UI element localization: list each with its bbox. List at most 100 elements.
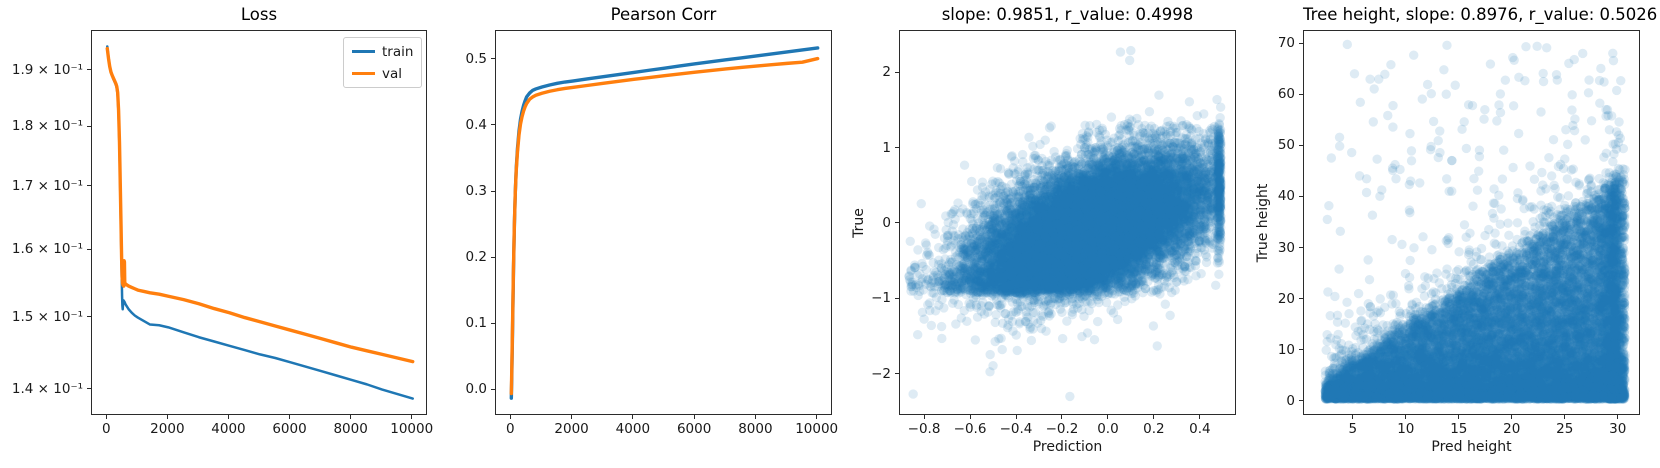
x-tickmark	[289, 415, 291, 419]
y-tickmark	[1299, 298, 1303, 300]
x-ticklabel: −0.4	[999, 421, 1033, 437]
y-ticklabel: 0.1	[465, 315, 487, 332]
pearson-title: Pearson Corr	[610, 5, 717, 24]
x-ticklabel: 6000	[272, 421, 307, 437]
x-ticklabel: 15	[1450, 421, 1468, 437]
y-ticklabel: 10	[1277, 341, 1295, 358]
height_scatter-xlabel: Pred height	[1431, 439, 1512, 455]
x-tickmark	[1015, 415, 1017, 419]
legend-item-train: train	[352, 43, 413, 60]
x-tickmark	[1107, 415, 1109, 419]
x-ticklabel: −0.2	[1045, 421, 1079, 437]
x-tickmark	[1199, 415, 1201, 419]
pred_scatter-ylabel: True	[851, 207, 867, 238]
y-ticklabel: −2	[871, 365, 891, 382]
x-tickmark	[166, 415, 168, 419]
y-ticklabel: 20	[1277, 290, 1295, 307]
x-tickmark	[632, 415, 634, 419]
x-tickmark	[923, 415, 925, 419]
y-tickmark	[87, 248, 91, 250]
y-ticklabel: 0.5	[465, 50, 487, 67]
x-ticklabel: −0.8	[907, 421, 941, 437]
x-ticklabel: 25	[1556, 421, 1574, 437]
legend-val-line-swatch	[352, 72, 375, 75]
x-ticklabel: 6000	[676, 421, 712, 437]
x-tickmark	[1061, 415, 1063, 419]
y-ticklabel: 50	[1277, 137, 1295, 154]
y-tickmark	[1299, 400, 1303, 402]
loss-canvas	[92, 31, 428, 416]
x-tickmark	[509, 415, 511, 419]
y-tickmark	[491, 388, 495, 390]
x-ticklabel: 10000	[795, 421, 839, 437]
x-tickmark	[571, 415, 573, 419]
x-tickmark	[1617, 415, 1619, 419]
x-ticklabel: 5	[1348, 421, 1358, 437]
y-ticklabel: 0.0	[465, 381, 487, 398]
x-ticklabel: 0.2	[1143, 421, 1165, 437]
y-tickmark	[1299, 349, 1303, 351]
y-tickmark	[1299, 93, 1303, 95]
x-ticklabel: 10000	[390, 421, 434, 437]
x-tickmark	[1458, 415, 1460, 419]
y-ticklabel: 0	[882, 214, 891, 231]
legend: train val	[343, 37, 423, 88]
x-ticklabel: 4000	[615, 421, 651, 437]
y-tickmark	[87, 316, 91, 318]
y-ticklabel: 0.3	[465, 183, 487, 200]
legend-train-line-swatch	[352, 50, 375, 53]
pearson-plot-area	[495, 30, 833, 416]
x-ticklabel: 20	[1503, 421, 1521, 437]
x-ticklabel: 2000	[554, 421, 589, 437]
y-tickmark	[87, 185, 91, 187]
x-tickmark	[350, 415, 352, 419]
x-tickmark	[1564, 415, 1566, 419]
y-ticklabel: 0.4	[465, 116, 487, 133]
y-ticklabel: 40	[1277, 188, 1295, 205]
y-tickmark	[491, 322, 495, 324]
y-tickmark	[1299, 42, 1303, 44]
y-ticklabel: −1	[871, 290, 891, 307]
x-tickmark	[1352, 415, 1354, 419]
x-ticklabel: −0.6	[953, 421, 987, 437]
y-tickmark	[491, 124, 495, 126]
x-tickmark	[105, 415, 107, 419]
x-ticklabel: 8000	[333, 421, 368, 437]
y-tickmark	[895, 222, 899, 224]
x-ticklabel: 4000	[211, 421, 246, 437]
pred_scatter-xlabel: Prediction	[1032, 439, 1103, 455]
pearson-canvas	[496, 31, 833, 416]
y-ticklabel: 30	[1277, 239, 1295, 256]
x-tickmark	[816, 415, 818, 419]
y-ticklabel: 0.2	[465, 249, 487, 266]
x-tickmark	[1405, 415, 1407, 419]
height_scatter-canvas	[1304, 31, 1641, 416]
height_scatter-plot-area	[1303, 30, 1641, 416]
y-ticklabel: 1.4 × 10⁻¹	[11, 380, 83, 397]
x-ticklabel: 0.4	[1189, 421, 1211, 437]
y-ticklabel: 60	[1277, 86, 1295, 103]
legend-label: train	[382, 43, 414, 60]
x-ticklabel: 0.0	[1097, 421, 1119, 437]
legend-label: val	[382, 65, 403, 82]
y-ticklabel: 1.5 × 10⁻¹	[11, 308, 83, 325]
y-tickmark	[1299, 144, 1303, 146]
y-tickmark	[491, 190, 495, 192]
y-tickmark	[895, 297, 899, 299]
y-ticklabel: 1.8 × 10⁻¹	[11, 118, 83, 135]
loss-title: Loss	[240, 5, 278, 24]
y-tickmark	[491, 58, 495, 60]
loss-plot-area	[91, 30, 428, 416]
y-ticklabel: 70	[1277, 35, 1295, 52]
y-tickmark	[1299, 195, 1303, 197]
y-tickmark	[491, 256, 495, 258]
x-tickmark	[693, 415, 695, 419]
y-ticklabel: 1.9 × 10⁻¹	[11, 61, 83, 78]
pred_scatter-plot-area	[899, 30, 1237, 416]
y-tickmark	[87, 388, 91, 390]
legend-item-val: val	[352, 65, 413, 82]
x-ticklabel: 0	[101, 421, 111, 437]
x-tickmark	[1511, 415, 1513, 419]
y-tickmark	[895, 147, 899, 149]
